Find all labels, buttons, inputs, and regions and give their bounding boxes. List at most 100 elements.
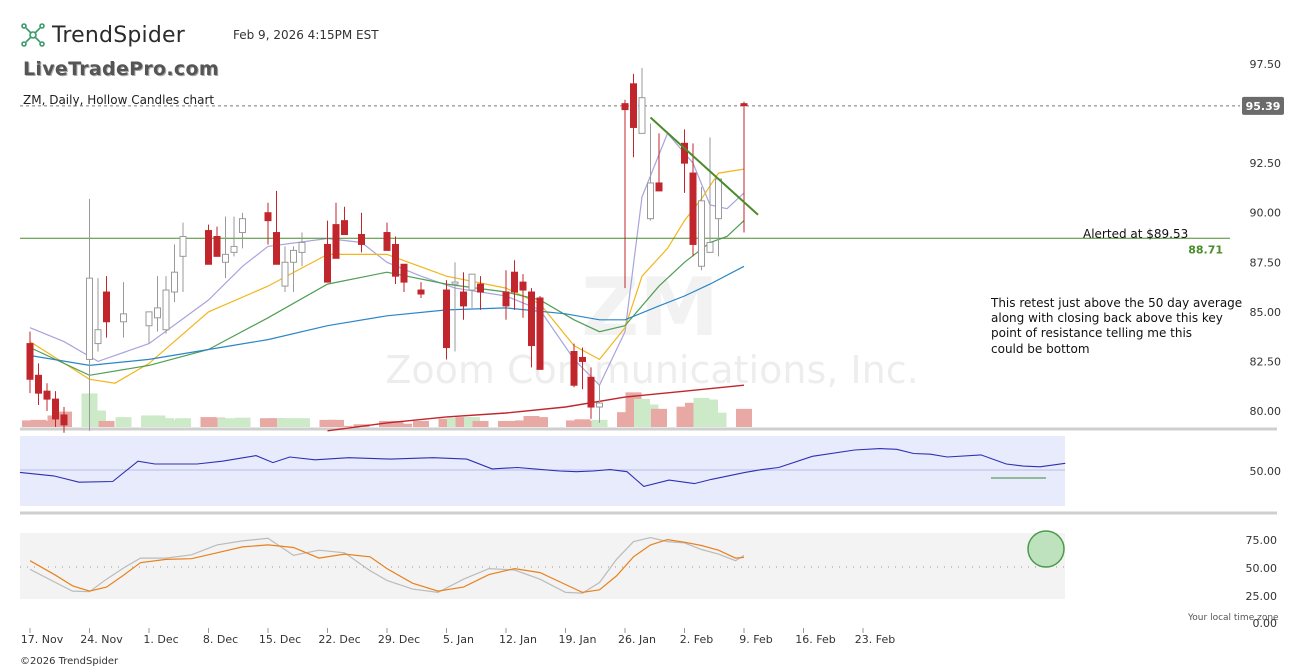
stoch-tick-label: 50.00 <box>1246 562 1278 575</box>
date-tick-label: 9. Feb <box>739 633 772 646</box>
candle-body <box>341 220 348 236</box>
stoch-tick-label: 25.00 <box>1246 590 1278 603</box>
candle-body <box>400 263 408 283</box>
local-time-note: Your local time zone <box>1188 613 1279 623</box>
volume-bar <box>234 417 251 427</box>
date-tick-label: 17. Nov <box>21 633 64 646</box>
copyright: ©2026 TrendSpider <box>20 656 119 667</box>
candle-body <box>740 103 748 107</box>
price-tick-label: 97.50 <box>1250 58 1282 71</box>
date-tick-label: 19. Jan <box>559 633 597 646</box>
candle-body <box>519 281 527 291</box>
annotation-line-4: could be bottom <box>991 342 1090 356</box>
price-tick-label: 80.00 <box>1250 405 1282 418</box>
candle-body <box>298 241 306 253</box>
candle-body <box>511 271 518 293</box>
price-tick-label: 90.00 <box>1250 207 1282 220</box>
volume-bar <box>336 425 353 427</box>
volume-bar <box>438 418 455 427</box>
brand: TrendSpider <box>20 22 185 48</box>
price-tick-label: 82.50 <box>1250 355 1282 368</box>
background-company: Zoom Communications, Inc. <box>385 348 918 392</box>
background-ticker: ZM <box>581 261 719 354</box>
candle-body <box>179 236 187 257</box>
candle-body <box>647 182 654 220</box>
volume-bar <box>200 417 217 427</box>
date-tick-label: 26. Jan <box>618 633 656 646</box>
date-tick-label: 23. Feb <box>855 633 895 646</box>
candle-body <box>536 297 544 370</box>
candle-body <box>681 142 688 164</box>
volume-bar <box>710 412 727 427</box>
stochastic-indicator: 75.00 50.00 25.00 0.00 <box>29 534 1278 630</box>
volume-bar <box>175 418 191 427</box>
volume-bars <box>22 392 752 427</box>
volume-bar <box>566 420 582 427</box>
candle-body <box>162 289 170 331</box>
volume-bar <box>498 420 514 427</box>
stoch-tick-label: 0.00 <box>1253 617 1278 630</box>
volume-bar <box>22 420 38 427</box>
stoch-panel-bg <box>20 533 1065 599</box>
volume-bar <box>736 408 752 427</box>
candle-body <box>60 414 68 426</box>
volume-bar <box>319 419 336 427</box>
candle-body <box>689 172 697 245</box>
candle-body <box>715 178 722 220</box>
date-tick-label: 12. Jan <box>499 633 537 646</box>
volume-bar <box>30 419 47 427</box>
volume-bar <box>217 418 234 427</box>
volume-bar <box>387 420 404 427</box>
volume-bar <box>260 418 276 427</box>
candle-body <box>698 200 705 267</box>
candle-body <box>324 243 331 283</box>
date-tick-label: 8. Dec <box>203 633 238 646</box>
candle-body <box>205 230 212 265</box>
candle-body <box>230 245 238 253</box>
candle-body <box>570 351 578 386</box>
volume-bar <box>98 420 115 427</box>
volume-bar <box>447 417 463 427</box>
candle-body <box>621 103 629 111</box>
rsi-indicator: 50.00 <box>19 448 1281 488</box>
brand-name: TrendSpider <box>52 22 185 48</box>
annotation-line-1: This retest just above the 50 day averag… <box>990 296 1242 310</box>
candle-body <box>103 291 110 323</box>
candle-body <box>706 241 714 253</box>
candle-body <box>290 249 297 263</box>
candle-body <box>332 224 340 259</box>
candles <box>26 67 748 433</box>
date-tick-label: 2. Feb <box>680 633 713 646</box>
volume-bar <box>277 418 293 427</box>
volume-bar <box>532 417 548 427</box>
candle-body <box>222 253 229 263</box>
date-tick-label: 16. Feb <box>795 633 835 646</box>
stoch_k-line <box>29 536 745 594</box>
candle-body <box>281 261 289 287</box>
resistance-level-label: 88.71 <box>1188 243 1223 256</box>
annotation-line-3: point of resistance telling me this <box>991 326 1192 340</box>
volume-bar <box>583 420 599 427</box>
candle-body <box>587 376 595 408</box>
volume-bar <box>226 418 242 427</box>
candle-body <box>502 291 510 307</box>
candle-body <box>451 281 459 285</box>
volume-bar <box>472 420 489 427</box>
volume-bar <box>149 415 166 427</box>
candle-body <box>460 291 467 307</box>
volume-bar <box>166 419 183 427</box>
volume-bar <box>455 417 472 427</box>
candle-body <box>26 343 34 380</box>
rsi-line <box>19 448 1066 488</box>
candle-body <box>35 374 42 394</box>
volume-bar <box>158 418 174 427</box>
highlight-circle <box>1027 530 1065 568</box>
candle-body <box>596 402 603 408</box>
candle-body <box>417 289 425 295</box>
volume-bar <box>574 419 591 427</box>
candle-body <box>94 329 102 345</box>
date-tick-label: 1. Dec <box>143 633 178 646</box>
date-axis: 17. Nov 24. Nov 1. Dec 8. Dec 15. Dec 22. Dec… <box>21 628 895 646</box>
trendline <box>649 116 759 216</box>
